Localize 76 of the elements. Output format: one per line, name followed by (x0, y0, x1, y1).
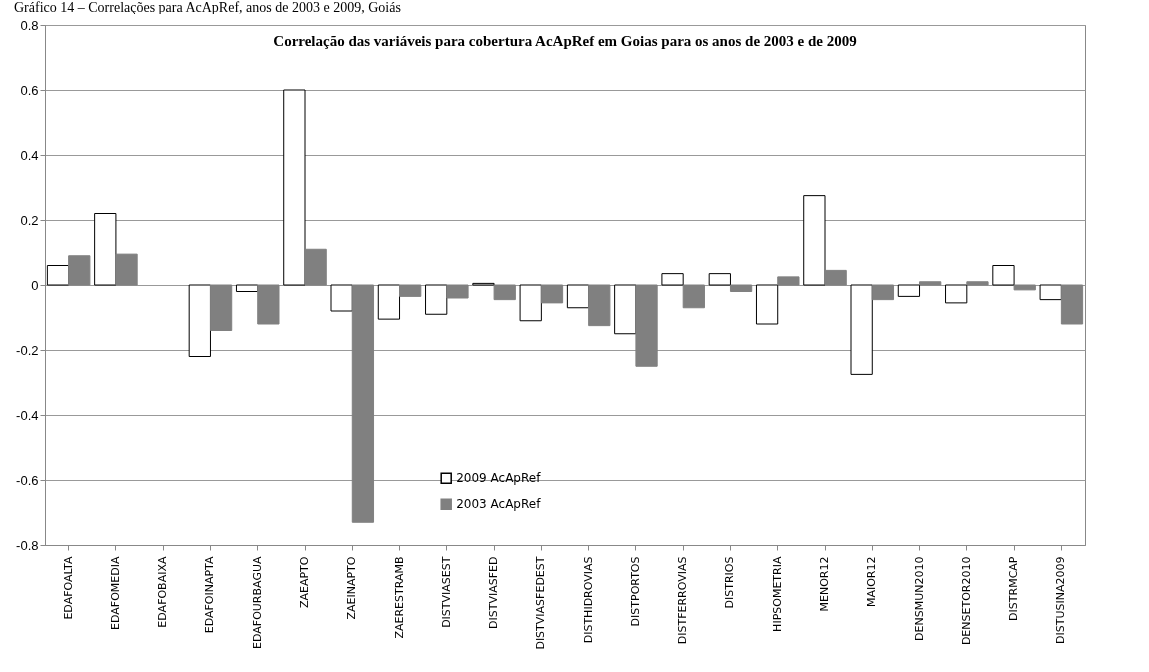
bar (566, 284, 590, 309)
bar (257, 284, 280, 325)
bar (588, 284, 611, 327)
x-tick-label: ZAEINAPTO (345, 556, 359, 620)
bar (635, 284, 658, 367)
bar (425, 284, 448, 315)
x-tick-label: EDAFOBAIXA (156, 556, 170, 628)
text: Gráfico 14 – Correlações para AcApRef, anos de 2003 e 2009, Goiás (14, 0, 401, 16)
bar (1013, 284, 1036, 291)
text: Correlação das variáveis para cobertura AcApRef em Goias para os anos de 2003 e de 2009 (273, 33, 857, 49)
y-tick-label: 0.4 (20, 147, 39, 163)
legend-label: 2003 AcApRef (456, 497, 542, 512)
bar (188, 284, 211, 357)
x-tick-label: HIPSOMETRIA (770, 556, 784, 632)
bar (897, 284, 921, 297)
y-tick-label: 0.2 (20, 212, 39, 228)
x-tick-label: DISTUSINA2009 (1054, 556, 1068, 644)
bar (94, 213, 117, 286)
x-tick-label: ZAERESTRAMB (392, 556, 406, 639)
bar (1039, 284, 1062, 301)
y-tick-label: 0.8 (20, 17, 39, 33)
bar (1060, 284, 1084, 325)
bar (992, 265, 1015, 286)
x-tick-label: DISTVIASFED (487, 556, 501, 629)
bar (446, 284, 469, 299)
bar (614, 284, 637, 335)
bar (519, 284, 542, 322)
bar (283, 89, 306, 286)
x-tick-label: ZAEAPTO (298, 556, 311, 609)
bar (966, 281, 989, 286)
bar (377, 284, 401, 320)
bar (209, 284, 233, 331)
x-tick-label: DISTPORTOS (628, 556, 642, 627)
bar (708, 273, 731, 286)
x-tick-label: EDAFOALTA (61, 556, 75, 620)
x-tick-label: DISTVIASEST (439, 556, 453, 628)
bar (871, 284, 895, 301)
x-tick-label: MAIOR12 (865, 556, 879, 608)
y-tick-label: 0.6 (20, 82, 39, 98)
x-tick-label: EDAFOURBAGUA (250, 556, 264, 649)
x-tick-label: DENSMUN2010 (912, 556, 926, 641)
bar (755, 284, 779, 325)
bar (540, 284, 564, 304)
y-tick-label: -0.8 (16, 537, 39, 553)
bar (399, 284, 422, 297)
bar (661, 273, 684, 286)
x-tick-label: EDAFOINAPTA (203, 556, 217, 634)
bar (850, 284, 873, 375)
bar (46, 265, 70, 286)
bar (493, 284, 516, 301)
y-tick-label: 0 (31, 277, 39, 293)
x-tick-label: DISTRMCAP (1007, 556, 1021, 621)
bar (803, 195, 826, 286)
x-tick-label: DISTFERROVIAS (676, 556, 690, 645)
x-tick-label: DISTRIOS (723, 556, 737, 609)
bar (682, 284, 705, 309)
bar (824, 269, 847, 286)
x-tick-label: DENSETOR2010 (959, 556, 973, 646)
bar (945, 284, 968, 304)
x-tick-label: EDAFOMEDIA (108, 556, 122, 630)
bar (68, 255, 91, 286)
bar (235, 284, 259, 292)
bar (919, 281, 942, 286)
x-tick-label: DISTVIASFEDEST (534, 556, 548, 650)
bar (304, 248, 327, 286)
x-tick-label: DISTHIDROVIAS (581, 556, 595, 644)
legend-label: 2009 AcApRef (456, 471, 542, 486)
y-tick-label: -0.6 (16, 472, 39, 488)
y-tick-label: -0.2 (16, 342, 39, 358)
bar (115, 253, 138, 286)
y-tick-label: -0.4 (16, 407, 39, 423)
bar (777, 276, 800, 286)
bar (729, 284, 753, 292)
bar (330, 284, 353, 312)
bar (351, 284, 375, 523)
x-tick-label: MENOR12 (818, 556, 831, 612)
